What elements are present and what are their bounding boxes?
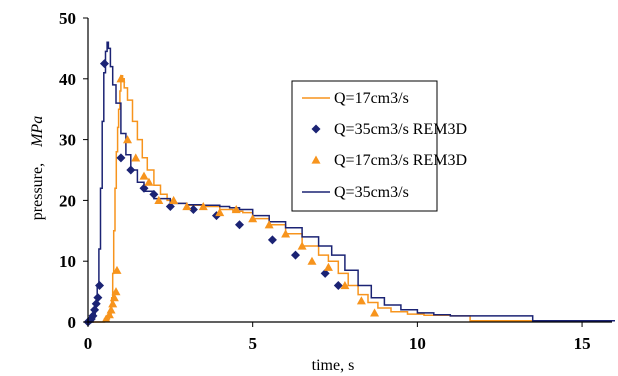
triangle-marker [109,293,119,302]
triangle-marker [231,205,241,214]
legend-box [291,80,438,212]
legend: Q=17cm3/s Q=35cm3/s REM3D Q=17cm3/s REM3D Q… [291,80,467,212]
triangle-marker [307,256,317,265]
triangle-marker [116,74,126,83]
triangle-marker [215,208,225,217]
triangle-marker [297,241,307,250]
diamond-marker [320,268,330,278]
y-tick-label: 50 [59,9,76,28]
legend-label: Q=35cm3/s [334,184,409,201]
triangle-marker [104,310,114,319]
legend-triangle-symbol [311,155,321,164]
triangle-marker [131,153,141,162]
x-axis-title: time, s [312,357,355,374]
y-tick-label: 10 [59,252,76,271]
x-tick-label: 0 [84,334,93,353]
triangle-marker [182,201,192,211]
triangle-marker [370,308,380,317]
diamond-marker [126,165,136,175]
legend-label: Q=17cm3/s REM3D [334,152,467,169]
triangle-marker [139,171,149,180]
triangle-marker [248,214,258,223]
triangle-marker [106,305,116,314]
diamond-marker [95,281,105,291]
y-tick-label: 20 [59,191,76,210]
diamond-marker [291,250,301,260]
diamond-marker [139,183,149,193]
diamond-marker [116,153,126,163]
diamond-marker [235,220,245,230]
y-tick-label: 30 [59,131,76,150]
y-axis-title-text: pressure, [29,163,46,220]
triangle-marker [323,262,333,271]
triangle-marker [112,265,122,274]
triangle-marker [356,296,366,305]
triangle-marker [154,195,164,204]
triangle-marker [281,229,291,238]
y-tick-label: 0 [68,313,77,332]
axes [87,18,612,323]
triangle-marker [108,299,118,308]
legend-label: Q=35cm3/s REM3D [334,121,467,138]
triangle-marker [264,220,274,229]
triangle-marker [198,201,208,211]
diamond-marker [149,189,159,199]
x-tick-label: 10 [409,334,426,353]
diamond-marker [267,235,277,245]
triangle-marker [340,281,350,290]
series-layer [83,41,615,327]
y-axis-unit: MPa [29,116,46,148]
triangle-marker [144,177,154,186]
svg-text:pressure, MPa: pressure, MPa [29,116,46,220]
x-tick-label: 15 [574,334,591,353]
y-axis-title: pressure, MPa [29,116,46,220]
legend-diamond-symbol [311,124,321,134]
diamond-marker [99,59,109,69]
triangle-marker [169,195,179,204]
triangle-marker [101,314,111,323]
diamond-marker [188,205,198,215]
triangle-marker [111,287,121,296]
x-tick-label: 5 [248,334,257,353]
legend-label: Q=17cm3/s [334,90,409,107]
diamond-marker [165,201,175,211]
diamond-marker [333,281,343,291]
ticks: 0 5 10 15 0 10 20 30 40 50 [59,9,591,353]
y-tick-label: 40 [59,70,76,89]
diamond-marker [93,293,103,303]
triangle-marker [123,135,133,144]
